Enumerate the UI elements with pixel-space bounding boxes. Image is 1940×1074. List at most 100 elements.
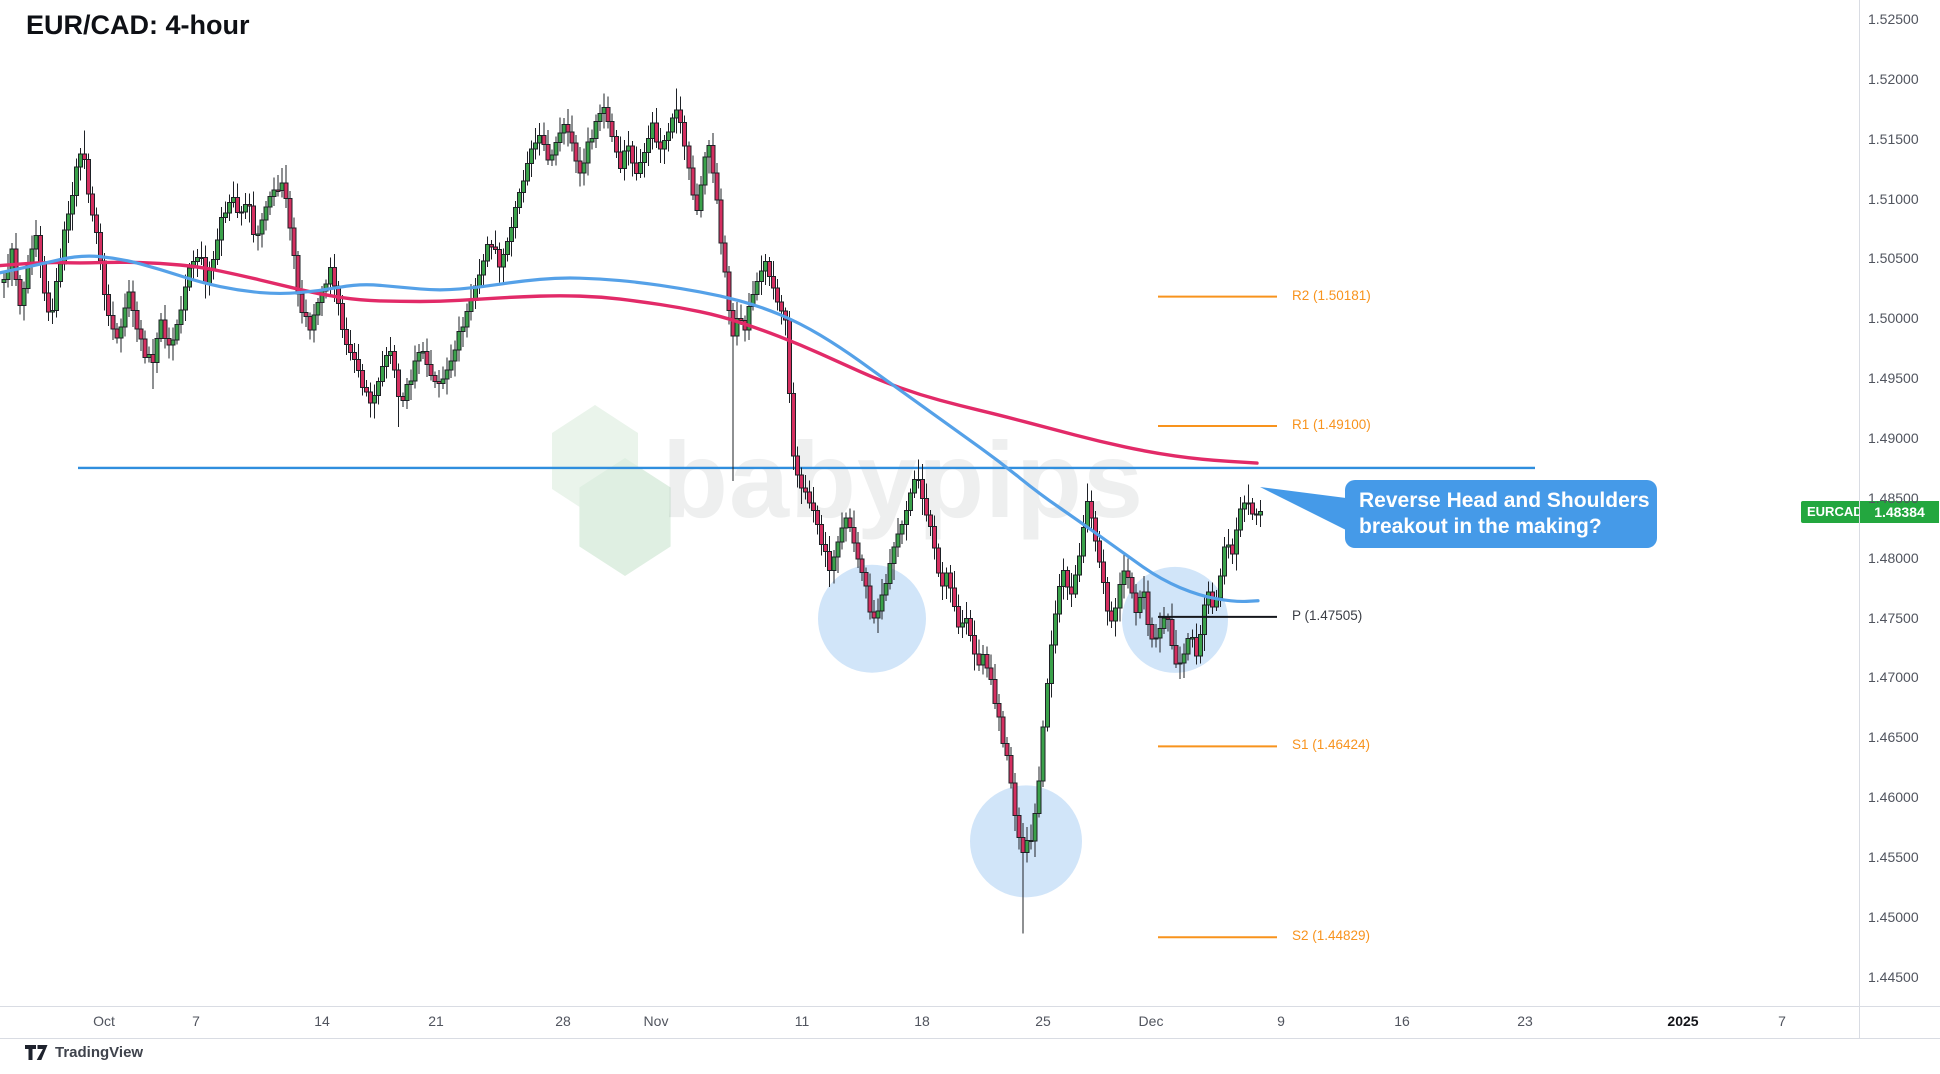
time-tick-label: 2025 <box>1667 1013 1699 1029</box>
candle-down <box>931 526 937 549</box>
candle-down <box>722 242 728 273</box>
candle-up <box>21 287 27 306</box>
candle-up <box>388 351 394 356</box>
candle-up <box>1189 637 1195 640</box>
price-chart-canvas[interactable] <box>0 0 1859 1006</box>
candle-down <box>972 634 978 655</box>
candle-up <box>734 318 740 337</box>
candle-down <box>436 381 442 385</box>
price-tick-label: 1.44500 <box>1868 968 1919 985</box>
candle-up <box>182 286 188 311</box>
candle-up <box>1056 585 1062 615</box>
candle-up <box>480 260 486 276</box>
candle-up <box>476 274 482 287</box>
candle-up <box>843 517 849 529</box>
time-tick-label: 7 <box>192 1013 200 1029</box>
candle-up <box>1141 591 1147 599</box>
candle-down <box>811 502 817 511</box>
price-tick-label: 1.51000 <box>1868 190 1919 207</box>
candle-up <box>154 337 160 363</box>
candle-down <box>778 301 784 312</box>
candle-down <box>935 547 941 574</box>
candle-up <box>1221 546 1227 577</box>
candle-up <box>706 145 712 158</box>
candle-up <box>1153 637 1159 640</box>
candle-up <box>1117 584 1123 609</box>
candle-up <box>960 622 966 628</box>
ma-fast-blue <box>0 254 1260 604</box>
candle-down <box>855 542 861 560</box>
candle-up <box>404 383 410 401</box>
time-tick-label: 25 <box>1035 1013 1051 1029</box>
candle-up <box>980 654 986 666</box>
candle-down <box>347 344 353 354</box>
candle-up <box>670 117 676 133</box>
candle-down <box>1173 644 1179 665</box>
candle-up <box>1201 604 1207 636</box>
candle-down <box>605 107 611 123</box>
candle-up <box>525 162 531 182</box>
candle-up <box>650 122 656 140</box>
candle-up <box>53 280 59 312</box>
candle-down <box>359 370 365 388</box>
annotation-callout[interactable]: Reverse Head and Shoulders breakout in t… <box>1345 480 1657 548</box>
candle-down <box>251 205 257 235</box>
price-tick-label: 1.52500 <box>1868 11 1919 28</box>
candle-down <box>565 124 571 133</box>
candle-up <box>839 527 845 543</box>
candle-down <box>730 309 736 337</box>
candle-up <box>637 162 643 175</box>
candle-down <box>106 293 112 316</box>
candle-down <box>1193 637 1199 657</box>
candle-down <box>923 497 929 516</box>
candle-down <box>396 369 402 398</box>
candle-up <box>593 120 599 139</box>
candle-up <box>746 305 752 331</box>
candle-down <box>726 271 732 311</box>
candle-up <box>641 152 647 164</box>
candle-up <box>126 291 132 309</box>
candle-down <box>952 587 958 608</box>
candle-down <box>968 618 974 636</box>
candle-up <box>1113 607 1119 622</box>
candle-up <box>621 150 627 170</box>
candle-up <box>666 131 672 142</box>
candle-up <box>1044 683 1050 728</box>
candle-down <box>496 249 502 268</box>
candle-up <box>311 314 317 331</box>
candle-down <box>799 474 805 489</box>
candle-up <box>452 349 458 362</box>
time-tick-label: 14 <box>314 1013 330 1029</box>
candle-down <box>847 517 853 528</box>
candle-down <box>275 189 281 192</box>
candle-down <box>545 143 551 161</box>
time-axis-separator <box>0 1006 1940 1007</box>
candle-down <box>613 135 619 153</box>
candle-down <box>428 364 434 376</box>
candle-down <box>871 611 877 619</box>
candle-down <box>1064 570 1070 588</box>
tradingview-attribution[interactable]: TradingView <box>25 1044 143 1061</box>
candle-down <box>1097 540 1103 563</box>
candle-down <box>235 197 241 213</box>
candle-up <box>662 140 668 150</box>
candle-up <box>1258 511 1264 516</box>
candle-up <box>601 107 607 115</box>
price-tick-label: 1.48500 <box>1868 489 1919 506</box>
candle-down <box>1020 837 1026 853</box>
candle-down <box>162 319 168 339</box>
candle-down <box>1165 617 1171 621</box>
candle-up <box>380 366 386 382</box>
price-tick-label: 1.45500 <box>1868 848 1919 865</box>
candle-down <box>102 260 108 295</box>
candle-up <box>521 180 527 193</box>
candle-down <box>287 197 293 229</box>
candle-up <box>1036 780 1042 815</box>
candle-down <box>355 359 361 372</box>
candle-up <box>1161 617 1167 629</box>
candle-down <box>1145 591 1151 626</box>
candle-down <box>343 328 349 346</box>
candle-down <box>786 319 792 395</box>
candle-down <box>633 162 639 175</box>
candle-up <box>533 142 539 150</box>
